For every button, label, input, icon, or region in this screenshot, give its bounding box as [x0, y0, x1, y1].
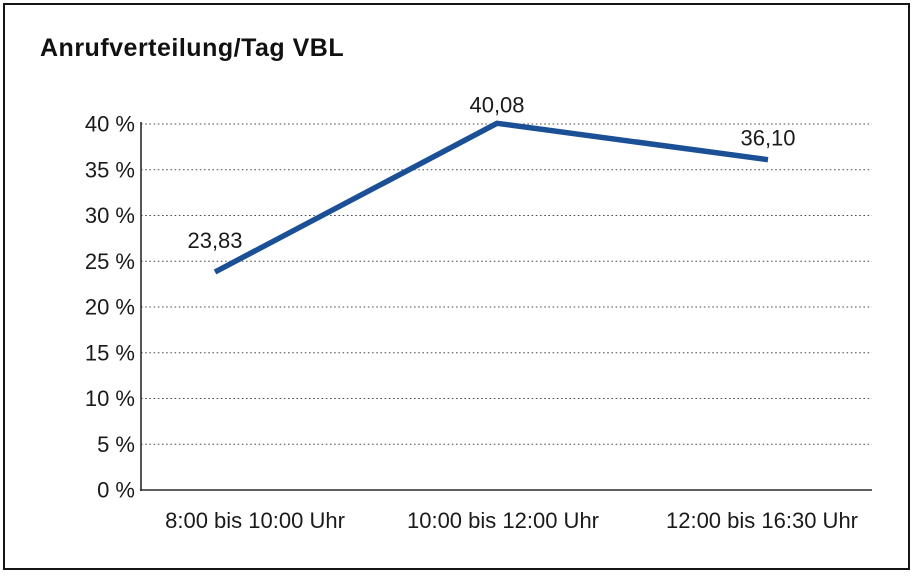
x-category-label: 12:00 bis 16:30 Uhr: [666, 508, 858, 533]
y-tick-label: 15 %: [85, 340, 135, 365]
y-tick-label: 0 %: [97, 478, 135, 503]
data-point-label: 40,08: [469, 92, 524, 117]
chart-title: Anrufverteilung/Tag VBL: [40, 34, 345, 62]
y-tick-label: 30 %: [85, 203, 135, 228]
y-tick-label: 35 %: [85, 157, 135, 182]
data-series-line: [213, 120, 769, 275]
y-tick-label: 20 %: [85, 295, 135, 320]
y-tick-label: 5 %: [97, 432, 135, 457]
data-point-label: 23,83: [187, 228, 242, 253]
x-category-label: 8:00 bis 10:00 Uhr: [165, 508, 345, 533]
x-category-label: 10:00 bis 12:00 Uhr: [407, 508, 599, 533]
y-tick-label: 25 %: [85, 249, 135, 274]
y-tick-label: 10 %: [85, 386, 135, 411]
y-tick-label: 40 %: [85, 112, 135, 137]
data-point-label: 36,10: [740, 126, 795, 151]
